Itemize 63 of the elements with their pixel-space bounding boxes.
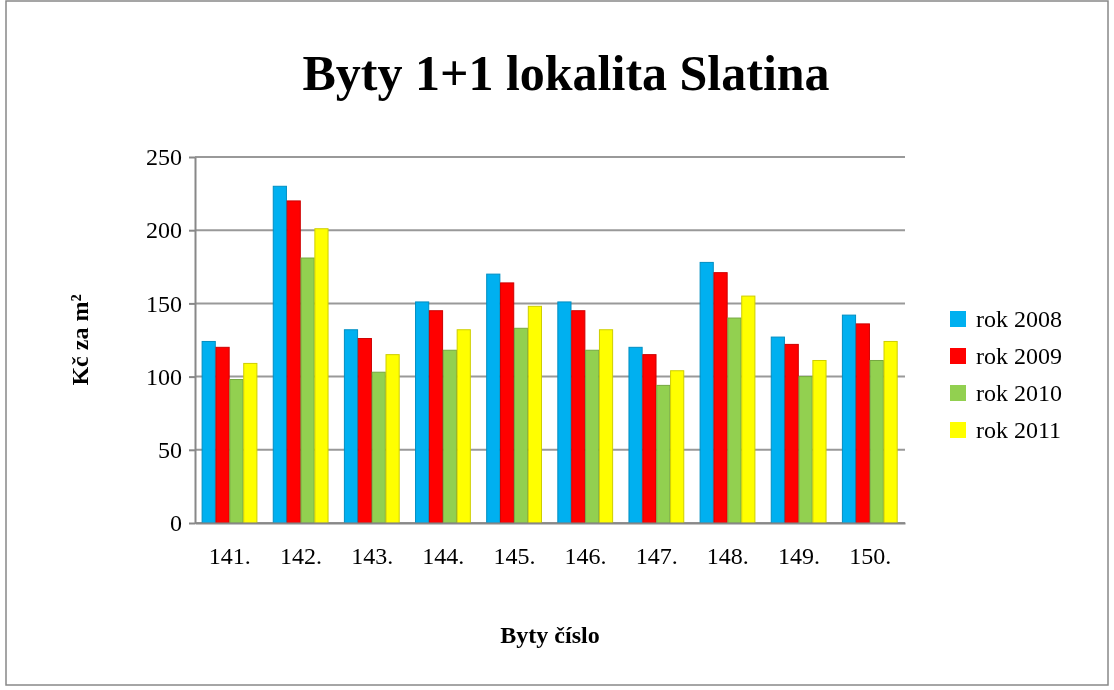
bar (869, 360, 884, 524)
y-axis-title: Kč za m² (67, 294, 93, 386)
bar (527, 305, 542, 524)
chart-title: Byty 1+1 lokalita Slatina (302, 45, 830, 101)
bar (500, 282, 515, 524)
bar (656, 384, 671, 524)
bar (557, 301, 572, 524)
bar (456, 329, 471, 524)
bar (272, 185, 287, 524)
bar (442, 349, 457, 524)
bar (883, 340, 898, 524)
y-tick-label: 100 (146, 363, 182, 390)
bar (741, 295, 756, 524)
bar (770, 336, 785, 524)
bar (727, 317, 742, 524)
bar (215, 346, 230, 524)
bar (229, 379, 244, 524)
bar (286, 200, 301, 524)
bar (585, 349, 600, 524)
bar (357, 338, 372, 524)
x-tick-label: 142. (280, 543, 322, 570)
bar (243, 362, 258, 524)
y-tick-label: 150 (146, 290, 182, 317)
bar (784, 343, 799, 524)
legend-label: rok 2010 (976, 380, 1062, 406)
bar (428, 310, 444, 524)
bar (486, 273, 501, 524)
x-tick-label: 141. (208, 543, 251, 570)
bar (300, 257, 315, 524)
bar (571, 310, 586, 524)
x-tick-label: 146. (564, 543, 607, 570)
x-tick-label: 149. (778, 543, 820, 570)
x-tick-label: 147. (635, 543, 678, 570)
x-tick-label: 143. (351, 543, 394, 570)
y-tick-label: 250 (146, 144, 182, 171)
y-tick-label: 50 (158, 436, 182, 463)
legend-label: rok 2008 (976, 306, 1062, 332)
x-tick-label: 150. (849, 543, 892, 570)
legend-label: rok 2011 (976, 417, 1062, 443)
bar (628, 346, 643, 524)
legend-label: rok 2009 (976, 343, 1062, 369)
x-tick-label: 148. (706, 543, 749, 570)
bar (855, 323, 870, 524)
bar (314, 228, 329, 524)
bar (201, 340, 216, 524)
bar (670, 370, 685, 524)
y-tick-label: 0 (170, 510, 182, 537)
bar (713, 272, 728, 524)
bar (343, 329, 359, 524)
bar (841, 314, 857, 524)
x-tick-label: 144. (422, 543, 465, 570)
bar (699, 261, 714, 524)
bar (798, 376, 813, 524)
y-tick-label: 200 (146, 217, 182, 244)
bar (513, 327, 529, 524)
bar (415, 301, 430, 524)
bar (812, 360, 827, 524)
bar (598, 329, 614, 524)
x-axis-title: Byty číslo (500, 622, 600, 648)
bar (371, 371, 386, 524)
bar (642, 354, 657, 524)
x-tick-label: 145. (493, 543, 536, 570)
bar (385, 354, 400, 524)
